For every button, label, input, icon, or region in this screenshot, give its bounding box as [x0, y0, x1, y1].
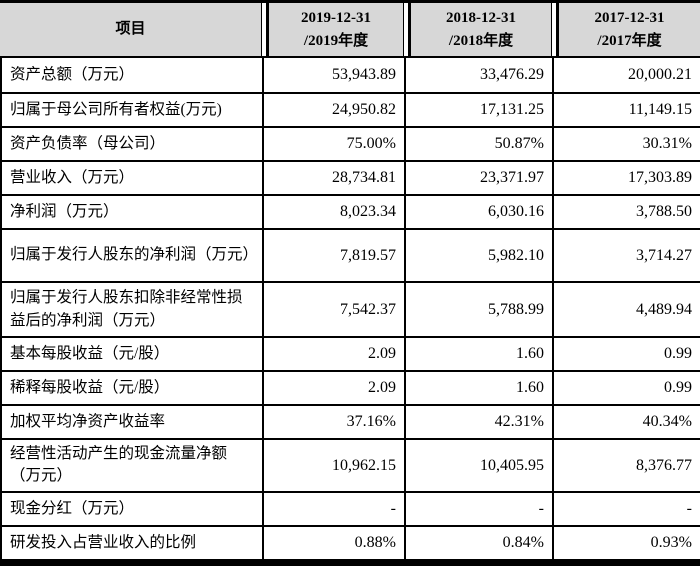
row-value-2018: 0.84%: [404, 526, 552, 559]
row-value-2017: 0.99: [552, 338, 700, 370]
row-value-2019: 2.09: [262, 338, 404, 370]
row-label: 归属于发行人股东扣除非经常性损益后的净利润（万元）: [10, 289, 243, 329]
row-value-2019: 7,819.57: [262, 230, 404, 281]
row-value-2017: 20,000.21: [552, 58, 700, 92]
table-row: 稀释每股收益（元/股） 2.09 1.60 0.99: [0, 370, 700, 404]
row-value-2019: 24,950.82: [262, 94, 404, 126]
row-value-2017: 8,376.77: [552, 440, 700, 491]
row-value-2019: 8,023.34: [262, 196, 404, 228]
bottom-black-bar: [0, 558, 700, 566]
row-value-2018: 1.60: [404, 338, 552, 370]
table-row: 研发投入占营业收入的比例 0.88% 0.84% 0.93%: [0, 524, 700, 559]
row-label: 加权平均净资产收益率: [10, 412, 166, 430]
row-value-2018: 10,405.95: [404, 440, 552, 491]
table-header-row: 项目 2019-12-31 /2019年度 2018-12-31 /2018年度…: [0, 0, 700, 58]
table-row: 归属于母公司所有者权益(万元) 24,950.82 17,131.25 11,1…: [0, 92, 700, 126]
row-label: 经营性活动产生的现金流量净额（万元）: [10, 445, 228, 485]
table-row: 资产负债率（母公司） 75.00% 50.87% 30.31%: [0, 126, 700, 160]
row-value-2018: 6,030.16: [404, 196, 552, 228]
header-2017-line2: /2017年度: [597, 32, 662, 49]
table-row: 加权平均净资产收益率 37.16% 42.31% 40.34%: [0, 404, 700, 438]
row-value-2017: 4,489.94: [552, 283, 700, 336]
row-value-2018: 33,476.29: [404, 58, 552, 92]
row-value-2018: 23,371.97: [404, 162, 552, 194]
row-label: 净利润（万元）: [10, 202, 119, 220]
header-2018-line2: /2018年度: [448, 32, 514, 49]
header-cell-2017: 2017-12-31 /2017年度: [556, 3, 700, 56]
table-row: 基本每股收益（元/股） 2.09 1.60 0.99: [0, 336, 700, 370]
header-item-label: 项目: [115, 21, 146, 37]
header-cell-item: 项目: [0, 3, 262, 56]
row-label: 归属于母公司所有者权益(万元): [10, 100, 222, 118]
header-2018-line1: 2018-12-31: [446, 9, 516, 26]
row-value-2019: 37.16%: [262, 406, 404, 438]
row-value-2018: 50.87%: [404, 128, 552, 160]
row-label: 稀释每股收益（元/股）: [10, 378, 170, 396]
row-value-2017: 3,788.50: [552, 196, 700, 228]
header-cell-2018: 2018-12-31 /2018年度: [408, 3, 552, 56]
row-value-2019: 28,734.81: [262, 162, 404, 194]
table-row: 归属于发行人股东扣除非经常性损益后的净利润（万元） 7,542.37 5,788…: [0, 281, 700, 336]
row-label: 研发投入占营业收入的比例: [10, 533, 197, 551]
table-row: 资产总额（万元） 53,943.89 33,476.29 20,000.21: [0, 58, 700, 92]
row-label: 资产负债率（母公司）: [10, 134, 166, 152]
row-label: 归属于发行人股东的净利润（万元）: [10, 246, 259, 264]
row-value-2017: 17,303.89: [552, 162, 700, 194]
header-2017-line1: 2017-12-31: [594, 9, 665, 26]
row-value-2019: 53,943.89: [262, 58, 404, 92]
row-value-2017: 3,714.27: [552, 230, 700, 281]
header-2019-line2: /2019年度: [303, 32, 369, 49]
row-value-2018: -: [404, 492, 552, 525]
row-value-2019: 2.09: [262, 372, 404, 404]
table-row: 归属于发行人股东的净利润（万元） 7,819.57 5,982.10 3,714…: [0, 228, 700, 281]
row-value-2019: -: [262, 492, 404, 525]
row-value-2018: 5,982.10: [404, 230, 552, 281]
row-value-2017: 40.34%: [552, 406, 700, 438]
row-value-2018: 5,788.99: [404, 283, 552, 336]
row-value-2019: 10,962.15: [262, 440, 404, 491]
row-value-2019: 0.88%: [262, 526, 404, 559]
row-value-2017: -: [552, 492, 700, 525]
table-row: 净利润（万元） 8,023.34 6,030.16 3,788.50: [0, 194, 700, 228]
table-row: 营业收入（万元） 28,734.81 23,371.97 17,303.89: [0, 160, 700, 194]
row-value-2018: 17,131.25: [404, 94, 552, 126]
row-label: 基本每股收益（元/股）: [10, 344, 170, 362]
row-value-2017: 0.99: [552, 372, 700, 404]
row-value-2018: 1.60: [404, 372, 552, 404]
row-label: 营业收入（万元）: [10, 168, 135, 186]
row-value-2017: 11,149.15: [552, 94, 700, 126]
header-2019-line1: 2019-12-31: [301, 9, 371, 26]
table-row: 现金分红（万元） - - -: [0, 490, 700, 525]
table-row: 经营性活动产生的现金流量净额（万元） 10,962.15 10,405.95 8…: [0, 438, 700, 491]
row-value-2017: 30.31%: [552, 128, 700, 160]
row-value-2018: 42.31%: [404, 406, 552, 438]
row-label: 资产总额（万元）: [10, 65, 135, 83]
row-label: 现金分红（万元）: [10, 499, 135, 517]
row-value-2017: 0.93%: [552, 526, 700, 559]
row-value-2019: 75.00%: [262, 128, 404, 160]
row-value-2019: 7,542.37: [262, 283, 404, 336]
header-cell-2019: 2019-12-31 /2019年度: [266, 3, 404, 56]
